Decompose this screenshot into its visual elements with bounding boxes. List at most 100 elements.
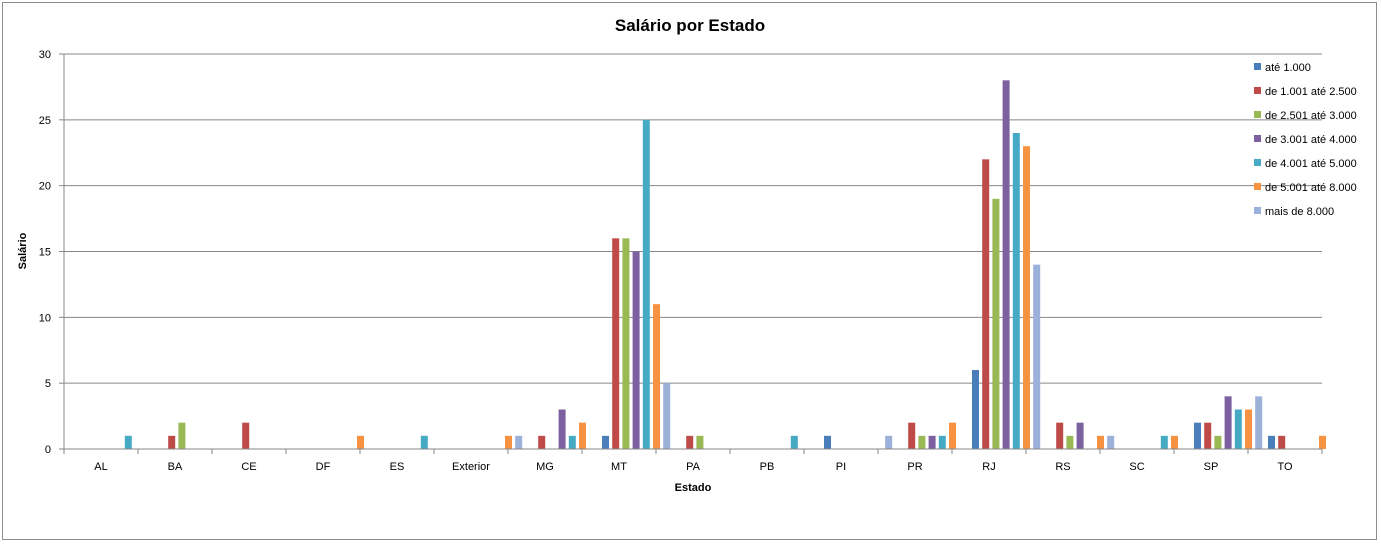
y-tick-label: 5 — [45, 378, 51, 390]
bar — [928, 435, 936, 449]
legend-label: de 2.501 até 3.000 — [1265, 110, 1357, 122]
x-tick-label: MT — [611, 461, 627, 473]
x-tick-label: MG — [536, 461, 554, 473]
x-tick-label: TO — [1277, 461, 1293, 473]
x-tick-label: BA — [168, 461, 183, 473]
x-tick-label: AL — [94, 461, 107, 473]
bar — [1268, 435, 1275, 449]
y-tick-label: 15 — [39, 247, 51, 259]
legend-swatch — [1254, 111, 1261, 118]
bar — [1033, 264, 1041, 449]
y-tick-label: 25 — [39, 115, 51, 127]
x-tick-label: CE — [241, 461, 256, 473]
x-tick-label: DF — [316, 461, 331, 473]
bar — [579, 422, 586, 449]
bar — [1255, 396, 1263, 449]
x-tick-label: SC — [1129, 461, 1144, 473]
legend-swatch — [1254, 135, 1261, 142]
legend: até 1.000 de 1.001 até 2.500 de 2.501 até … — [1254, 62, 1357, 218]
legend-label: de 1.001 até 2.500 — [1265, 86, 1357, 98]
bar — [1245, 409, 1252, 449]
x-tick-label: PR — [907, 461, 922, 473]
x-axis-title: Estado — [675, 482, 712, 494]
x-tick-label: RJ — [982, 461, 995, 473]
legend-swatch — [1254, 183, 1261, 190]
bar — [242, 422, 250, 449]
legend-swatch — [1254, 207, 1261, 214]
bar — [1066, 435, 1074, 449]
bar — [1234, 409, 1242, 449]
bar — [357, 435, 364, 449]
bar — [168, 435, 176, 449]
bar — [1160, 435, 1168, 449]
bar — [1194, 422, 1201, 449]
bar — [1278, 435, 1286, 449]
y-tick-label: 10 — [39, 312, 51, 324]
bar — [612, 238, 620, 449]
bar — [790, 435, 798, 449]
bar — [938, 435, 946, 449]
legend-swatch — [1254, 63, 1261, 70]
bar — [1319, 435, 1326, 449]
y-tick-labels: 0 5 10 15 20 25 30 — [39, 49, 51, 456]
x-tick-label: PI — [836, 461, 846, 473]
legend-swatch — [1254, 87, 1261, 94]
bar — [982, 159, 990, 450]
bar — [824, 435, 831, 449]
bar — [1214, 435, 1222, 449]
bar — [568, 435, 576, 449]
bar — [538, 435, 546, 449]
bar — [918, 435, 926, 449]
bar — [1002, 80, 1010, 449]
bar — [515, 435, 523, 449]
x-tick-label: SP — [1204, 461, 1219, 473]
x-tick-label: PA — [686, 461, 701, 473]
bar — [1171, 435, 1178, 449]
legend-swatch — [1254, 159, 1261, 166]
bar — [505, 435, 512, 449]
bar — [420, 435, 428, 449]
y-tick-label: 0 — [45, 444, 51, 456]
bar — [1107, 435, 1115, 449]
y-tick-label: 20 — [39, 181, 51, 193]
chart-title: Salário por Estado — [615, 16, 765, 35]
bar — [908, 422, 916, 449]
bars — [124, 80, 1326, 450]
bar — [632, 251, 640, 449]
bar — [558, 409, 566, 449]
bar — [642, 119, 650, 449]
bar — [653, 304, 660, 449]
legend-label: de 4.001 até 5.000 — [1265, 158, 1357, 170]
x-tick-label: Exterior — [452, 461, 490, 473]
bar — [622, 238, 630, 449]
x-tick-label: PB — [760, 461, 775, 473]
legend-label: até 1.000 — [1265, 62, 1311, 74]
x-tick-label: ES — [390, 461, 405, 473]
bar — [1023, 146, 1030, 449]
bar — [1204, 422, 1212, 449]
y-tick-label: 30 — [39, 49, 51, 61]
axes — [59, 53, 1323, 454]
bar — [972, 370, 979, 449]
bar — [178, 422, 186, 449]
bar — [686, 435, 694, 449]
bar — [992, 198, 1000, 449]
x-tick-label: RS — [1055, 461, 1070, 473]
bar — [602, 435, 609, 449]
bar — [949, 422, 956, 449]
y-axis-title: Salário — [17, 232, 29, 269]
gridlines — [64, 53, 1322, 384]
legend-label: de 5.001 até 8.000 — [1265, 182, 1357, 194]
bar — [1056, 422, 1064, 449]
x-tick-labels: AL BA CE DF ES Exterior MG MT PA PB PI PR RJ RS SC SP TO — [94, 461, 1293, 473]
bar — [124, 435, 132, 449]
bar — [1012, 133, 1020, 449]
bar — [1076, 422, 1084, 449]
bar — [885, 435, 893, 449]
bar — [696, 435, 704, 449]
bar — [1224, 396, 1232, 449]
bar — [663, 383, 671, 449]
legend-label: de 3.001 até 4.000 — [1265, 134, 1357, 146]
